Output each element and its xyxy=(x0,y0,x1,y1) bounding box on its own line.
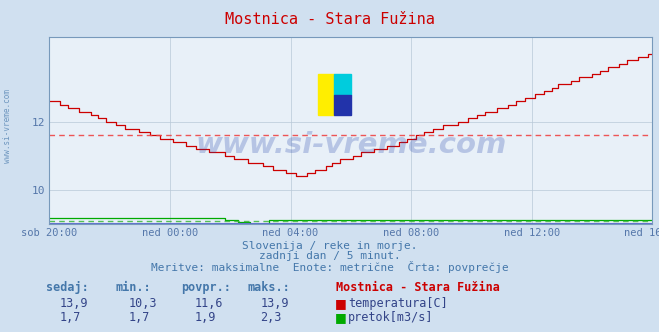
Text: ■: ■ xyxy=(335,311,347,324)
Text: www.si-vreme.com: www.si-vreme.com xyxy=(195,131,507,159)
Text: Meritve: maksimalne  Enote: metrične  Črta: povprečje: Meritve: maksimalne Enote: metrične Črta… xyxy=(151,261,508,273)
Text: www.si-vreme.com: www.si-vreme.com xyxy=(3,89,13,163)
Bar xyxy=(318,74,334,115)
Bar xyxy=(334,95,351,115)
Text: 13,9: 13,9 xyxy=(59,297,88,310)
Text: pretok[m3/s]: pretok[m3/s] xyxy=(348,311,434,324)
Text: sedaj:: sedaj: xyxy=(46,281,89,293)
Text: 1,9: 1,9 xyxy=(194,311,215,324)
Text: ■: ■ xyxy=(335,297,347,310)
Bar xyxy=(334,74,351,95)
Text: temperatura[C]: temperatura[C] xyxy=(348,297,447,310)
Text: 1,7: 1,7 xyxy=(129,311,150,324)
Text: povpr.:: povpr.: xyxy=(181,281,231,293)
Text: Mostnica - Stara Fužina: Mostnica - Stara Fužina xyxy=(225,12,434,27)
Text: 11,6: 11,6 xyxy=(194,297,223,310)
Text: Slovenija / reke in morje.: Slovenija / reke in morje. xyxy=(242,241,417,251)
Text: Mostnica - Stara Fužina: Mostnica - Stara Fužina xyxy=(336,281,500,293)
Text: zadnji dan / 5 minut.: zadnji dan / 5 minut. xyxy=(258,251,401,261)
Text: 1,7: 1,7 xyxy=(59,311,80,324)
Text: maks.:: maks.: xyxy=(247,281,290,293)
Text: min.:: min.: xyxy=(115,281,151,293)
Text: 2,3: 2,3 xyxy=(260,311,281,324)
Text: 10,3: 10,3 xyxy=(129,297,157,310)
Text: 13,9: 13,9 xyxy=(260,297,289,310)
